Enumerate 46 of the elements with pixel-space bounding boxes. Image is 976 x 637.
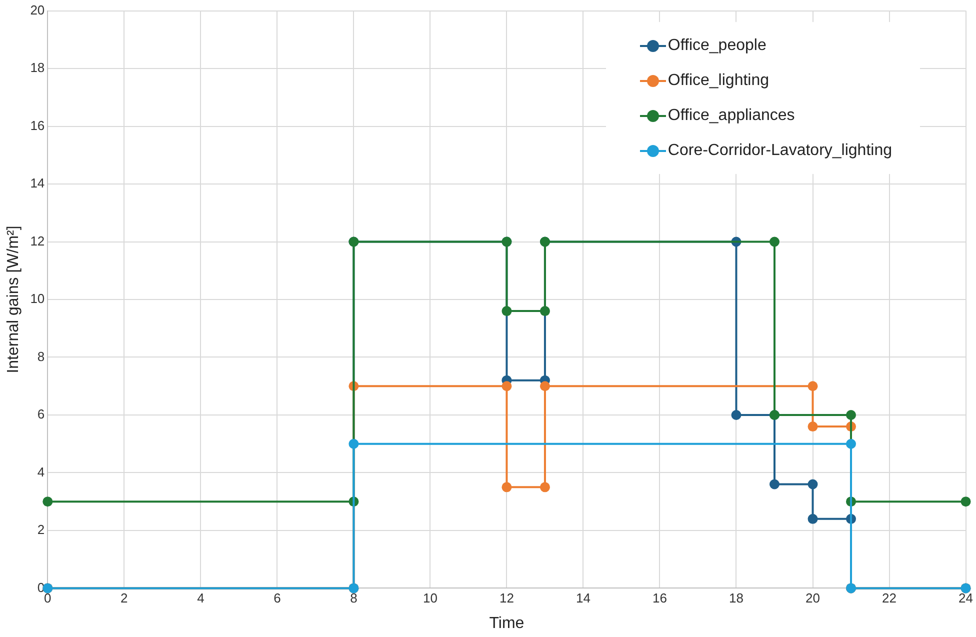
point bbox=[960, 496, 971, 507]
point bbox=[769, 479, 780, 490]
point bbox=[769, 236, 780, 247]
point bbox=[808, 479, 818, 490]
x-tick-label: 2 bbox=[120, 590, 128, 606]
point bbox=[540, 306, 550, 316]
legend-label: Office_lighting bbox=[668, 72, 770, 90]
y-tick-label: 16 bbox=[30, 118, 45, 133]
y-tick-label: 10 bbox=[30, 291, 45, 306]
point bbox=[502, 381, 512, 392]
x-tick-label: 10 bbox=[422, 590, 438, 606]
point bbox=[348, 438, 359, 449]
point bbox=[808, 422, 818, 432]
point bbox=[808, 381, 818, 392]
point bbox=[846, 438, 856, 449]
x-tick-label: 8 bbox=[350, 590, 358, 606]
x-tick-label: 16 bbox=[652, 590, 667, 606]
point bbox=[540, 381, 550, 392]
y-tick-label: 18 bbox=[30, 60, 45, 76]
y-tick-label: 8 bbox=[37, 348, 45, 364]
point bbox=[42, 496, 53, 507]
x-tick-label: 6 bbox=[274, 590, 281, 606]
x-tick-label: 12 bbox=[499, 590, 514, 606]
point bbox=[846, 410, 856, 420]
legend-label: Office_appliances bbox=[668, 106, 795, 124]
x-axis-title: Time bbox=[489, 614, 524, 632]
legend-label: Core-Corridor-Lavatory_lighting bbox=[668, 142, 892, 160]
y-tick-label: 2 bbox=[37, 522, 45, 538]
x-tick-label: 24 bbox=[958, 590, 974, 606]
point bbox=[540, 482, 550, 492]
y-tick-label: 14 bbox=[30, 176, 45, 191]
y-tick-label: 20 bbox=[30, 2, 45, 18]
x-tick-label: 18 bbox=[729, 590, 744, 606]
legend-label: Office_people bbox=[668, 36, 766, 54]
point bbox=[808, 514, 818, 524]
y-tick-label: 6 bbox=[37, 406, 45, 422]
x-tick-label: 20 bbox=[806, 590, 820, 606]
y-axis-title: Internal gains [W/m²] bbox=[5, 226, 22, 374]
x-tick-label: 4 bbox=[197, 590, 204, 606]
x-tick-label: 22 bbox=[882, 590, 896, 606]
point bbox=[502, 482, 512, 492]
y-tick-label: 12 bbox=[30, 233, 45, 248]
y-tick-label: 4 bbox=[37, 464, 45, 480]
x-tick-label: 14 bbox=[576, 590, 590, 606]
point bbox=[731, 410, 742, 420]
point bbox=[502, 306, 512, 316]
